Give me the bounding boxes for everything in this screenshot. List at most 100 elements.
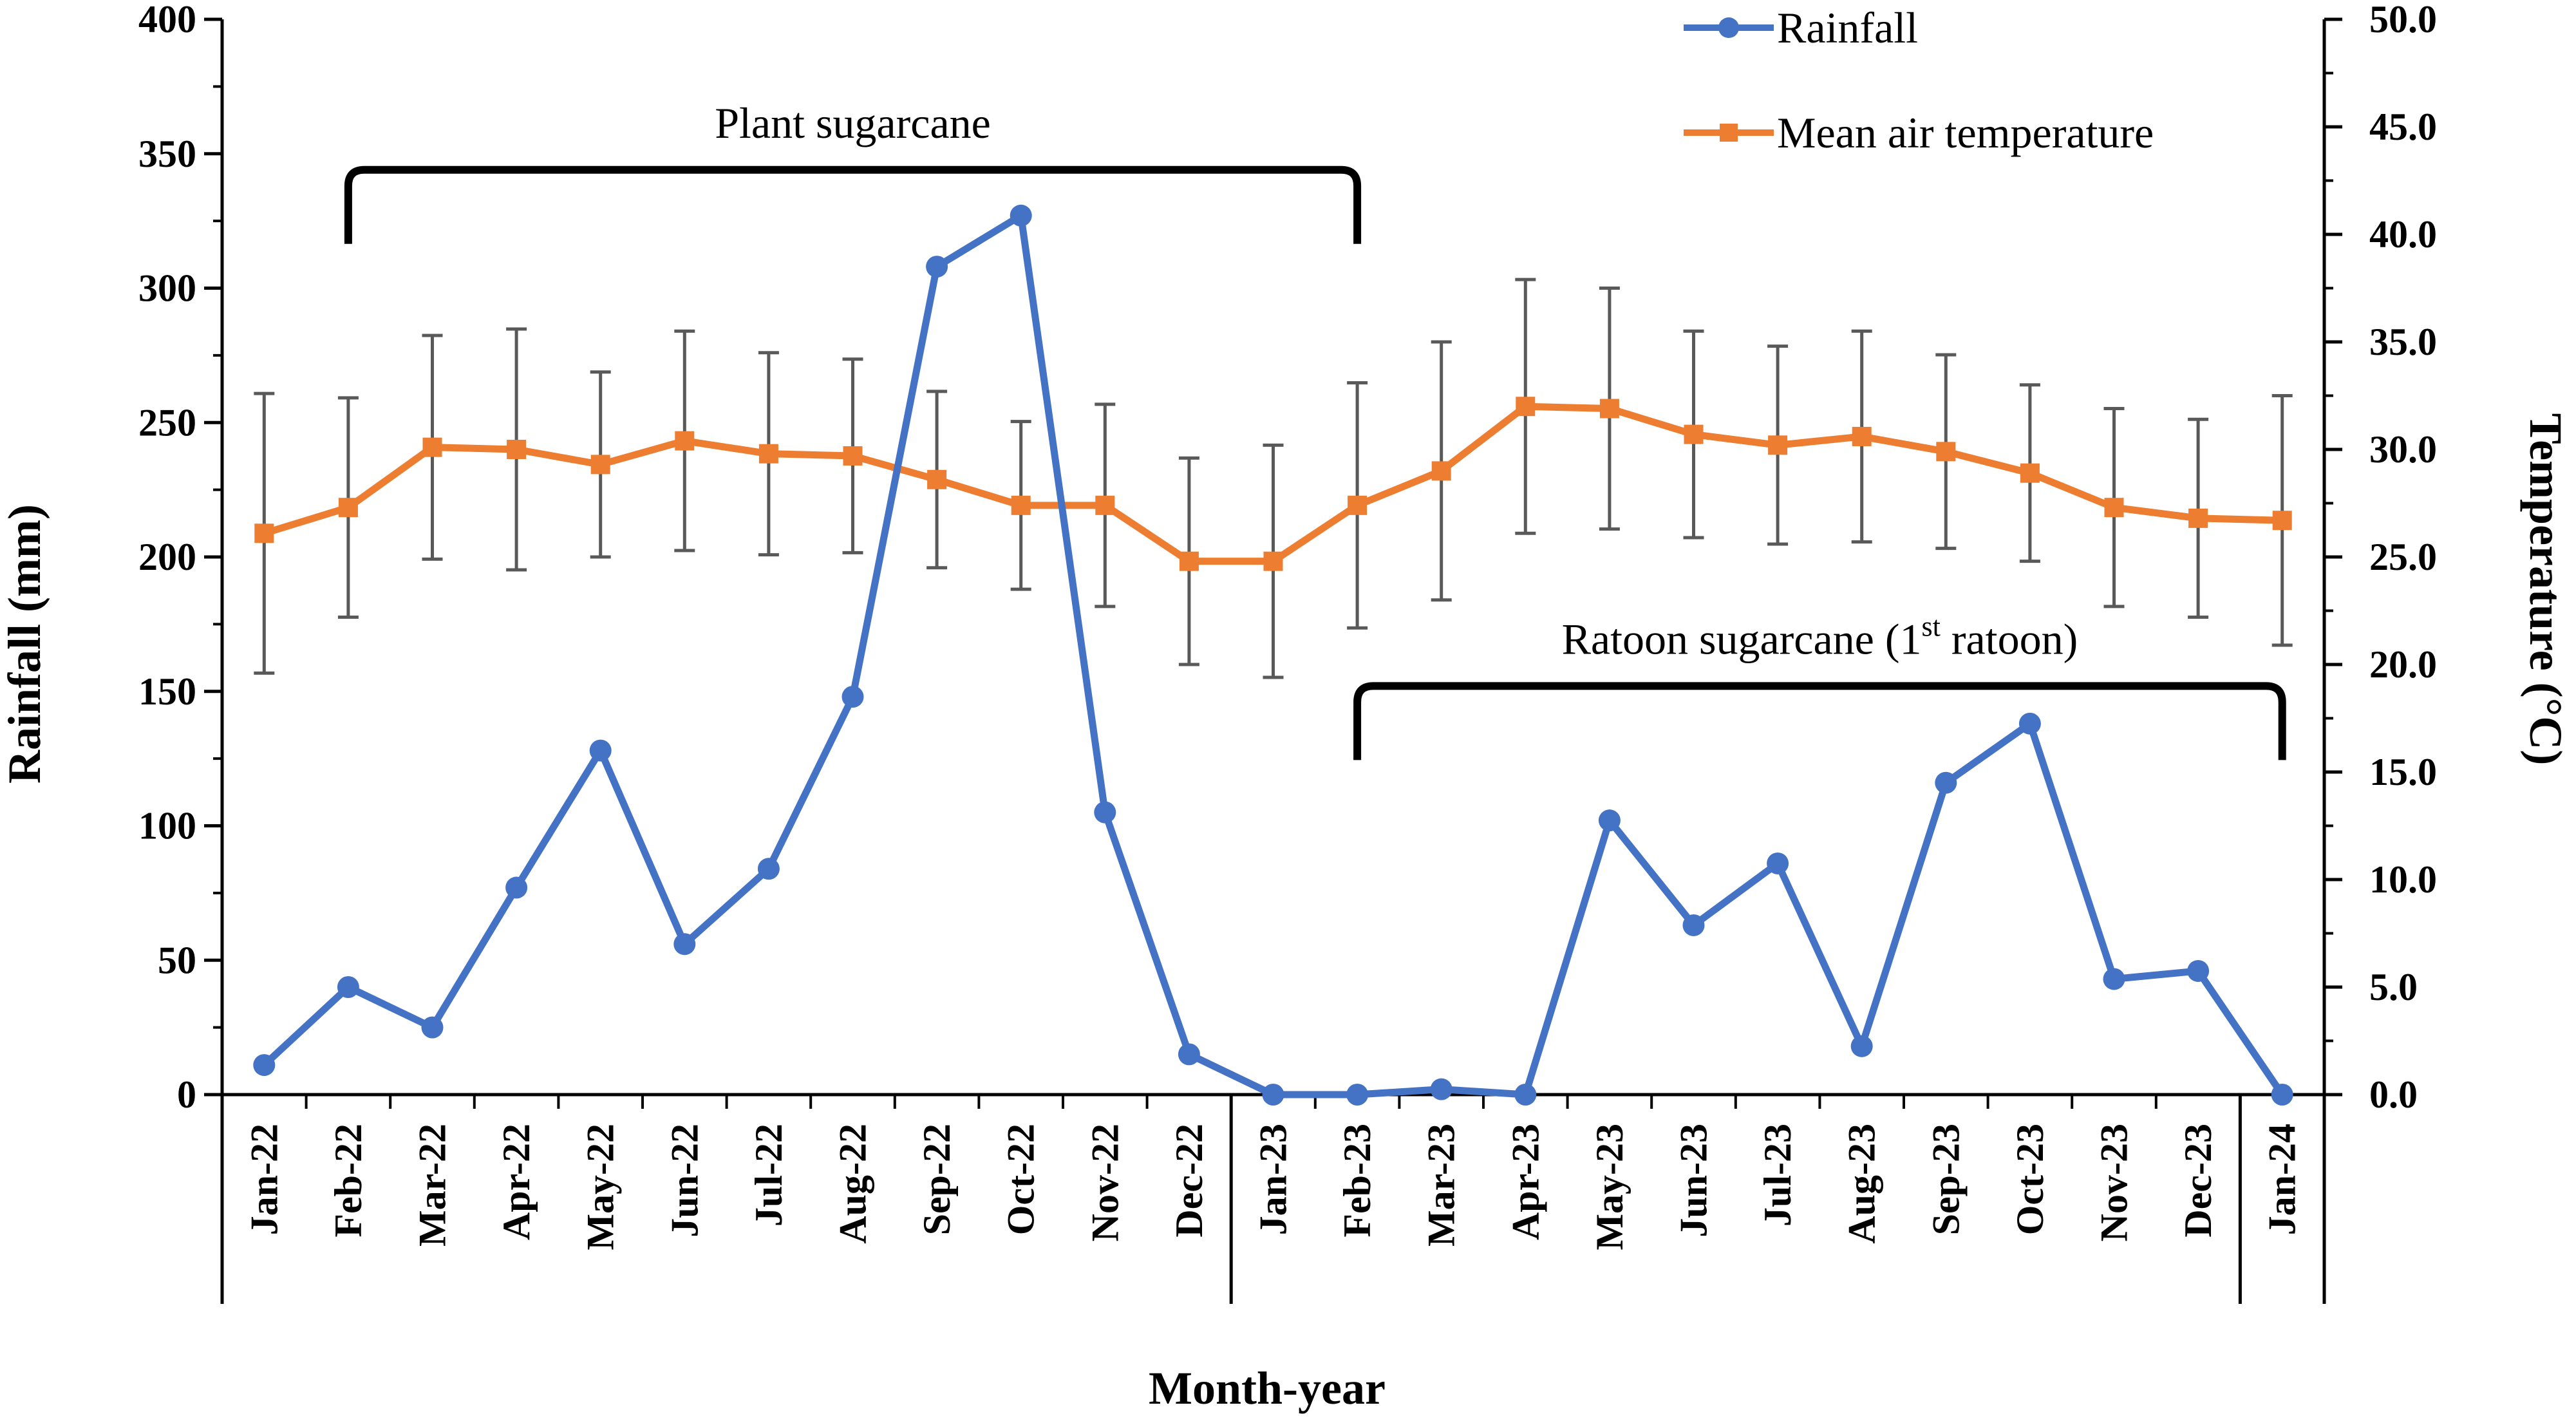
- rainfall-point: [757, 858, 780, 880]
- temperature-point: [1431, 461, 1451, 481]
- x-tick-label: Nov-22: [1084, 1124, 1126, 1241]
- temperature-point: [2020, 463, 2040, 483]
- left-tick-label: 200: [138, 536, 196, 578]
- rainfall-point: [841, 686, 864, 708]
- rainfall-point: [589, 739, 612, 762]
- temperature-point: [1179, 551, 1199, 571]
- rainfall-point: [1178, 1043, 1200, 1066]
- x-tick-label: Jan-23: [1252, 1124, 1295, 1235]
- temperature-point: [1768, 435, 1788, 455]
- y-axis-title: Rainfall (mm): [0, 504, 50, 784]
- rainfall-point: [505, 876, 528, 899]
- x-tick-label: May-22: [579, 1124, 622, 1250]
- left-tick-label: 100: [138, 805, 196, 847]
- legend-rainfall-marker: [1718, 17, 1739, 38]
- x-tick-label: Oct-23: [2009, 1124, 2051, 1235]
- left-axis: 0 50 100 150 200 250 300 350 400: [138, 0, 224, 1116]
- left-tick-label: 300: [138, 267, 196, 310]
- x-tick-label: Jan-24: [2261, 1124, 2304, 1235]
- x-tick-label: Nov-23: [2093, 1124, 2136, 1241]
- rainfall-point: [1767, 852, 1789, 874]
- ratoon-sugarcane-bracket: [1353, 682, 2286, 760]
- temperature-point: [1516, 397, 1536, 417]
- rainfall-point: [673, 933, 696, 956]
- x-tick-label: Aug-23: [1841, 1124, 1883, 1244]
- temperature-point: [1348, 495, 1368, 515]
- rainfall-point: [926, 256, 948, 278]
- temperature-point: [927, 469, 947, 489]
- right-tick-label: 0.0: [2369, 1073, 2418, 1116]
- x-tick-label: Feb-22: [327, 1124, 370, 1238]
- rainfall-point: [1346, 1084, 1369, 1106]
- x-tick-label: Jan-22: [243, 1124, 285, 1235]
- rainfall-point: [1682, 914, 1705, 936]
- temperature-series: [254, 397, 2292, 571]
- temperature-point: [1599, 399, 1619, 419]
- rainfall-point: [2187, 959, 2210, 982]
- temperature-point: [1936, 442, 1956, 462]
- rainfall-point: [1010, 204, 1032, 227]
- ratoon-sugarcane-label: Ratoon sugarcane (1st ratoon): [1562, 610, 2078, 663]
- rainfall-point: [253, 1054, 276, 1077]
- x-tick-label: Aug-22: [832, 1124, 874, 1244]
- x-tick-label: Jun-22: [663, 1124, 706, 1238]
- rainfall-point: [1262, 1084, 1284, 1106]
- temperature-point: [843, 446, 863, 466]
- left-tick-label: 250: [138, 401, 196, 444]
- temperature-point: [338, 498, 358, 518]
- temperature-point: [1684, 424, 1704, 444]
- right-tick-label: 40.0: [2369, 213, 2437, 256]
- x-tick-label: Jul-22: [747, 1124, 790, 1227]
- temperature-point: [254, 523, 274, 543]
- x-tick-label: May-23: [1588, 1124, 1631, 1250]
- left-tick-label: 150: [138, 670, 196, 713]
- x-tick-label: Oct-22: [1000, 1124, 1042, 1235]
- right-tick-label: 50.0: [2369, 0, 2437, 41]
- rainfall-point: [2271, 1084, 2293, 1106]
- x-tick-label: Sep-22: [916, 1124, 958, 1235]
- right-axis: 0.0 5.0 10.0 15.0 20.0 25.0 30.0 35.0 40.0 45.0 50…: [2322, 0, 2437, 1116]
- temperature-point: [1263, 551, 1283, 571]
- temperature-point: [590, 455, 610, 475]
- x-tick-label: Jul-23: [1756, 1124, 1799, 1227]
- left-tick-label: 0: [177, 1073, 196, 1116]
- rainfall-point: [1935, 771, 1957, 794]
- x-tick-label: Apr-22: [495, 1124, 538, 1240]
- x-tick-label: Feb-23: [1336, 1124, 1378, 1238]
- temperature-point: [422, 437, 442, 457]
- x-tick-label: Dec-22: [1168, 1124, 1210, 1238]
- temperature-point: [2272, 511, 2292, 531]
- rainfall-point: [2103, 968, 2125, 990]
- plant-sugarcane-bracket: [344, 165, 1362, 244]
- plant-sugarcane-label: Plant sugarcane: [715, 99, 991, 147]
- temperature-point: [758, 444, 778, 464]
- rainfall-point: [421, 1016, 444, 1039]
- temperature-point: [2188, 508, 2208, 528]
- right-tick-label: 10.0: [2369, 858, 2437, 901]
- rainfall-point: [1514, 1084, 1537, 1106]
- temperature-point: [1852, 426, 1872, 446]
- legend-rainfall-label: Rainfall: [1777, 3, 1918, 52]
- right-tick-label: 45.0: [2369, 106, 2437, 148]
- x-tick-label: Mar-22: [411, 1124, 454, 1247]
- temperature-point: [675, 431, 695, 451]
- rainfall-point: [1598, 809, 1621, 832]
- rainfall-point: [1430, 1078, 1453, 1100]
- left-tick-label: 350: [138, 133, 196, 175]
- x-tick-label: Mar-23: [1420, 1124, 1463, 1247]
- x-axis-title: Month-year: [1149, 1362, 1386, 1414]
- left-tick-label: 400: [138, 0, 196, 41]
- x-tick-label: Dec-23: [2177, 1124, 2219, 1238]
- right-tick-label: 30.0: [2369, 428, 2437, 471]
- right-tick-label: 15.0: [2369, 751, 2437, 793]
- rainfall-point: [337, 976, 359, 998]
- x-tick-label: Jun-23: [1673, 1124, 1715, 1238]
- legend-temperature-marker: [1720, 124, 1738, 142]
- legend: Rainfall Mean air temperature: [1684, 3, 2154, 157]
- right-tick-label: 5.0: [2369, 966, 2418, 1008]
- right-tick-label: 35.0: [2369, 321, 2437, 363]
- right-tick-label: 20.0: [2369, 643, 2437, 686]
- temperature-point: [507, 440, 527, 459]
- right-tick-label: 25.0: [2369, 536, 2437, 578]
